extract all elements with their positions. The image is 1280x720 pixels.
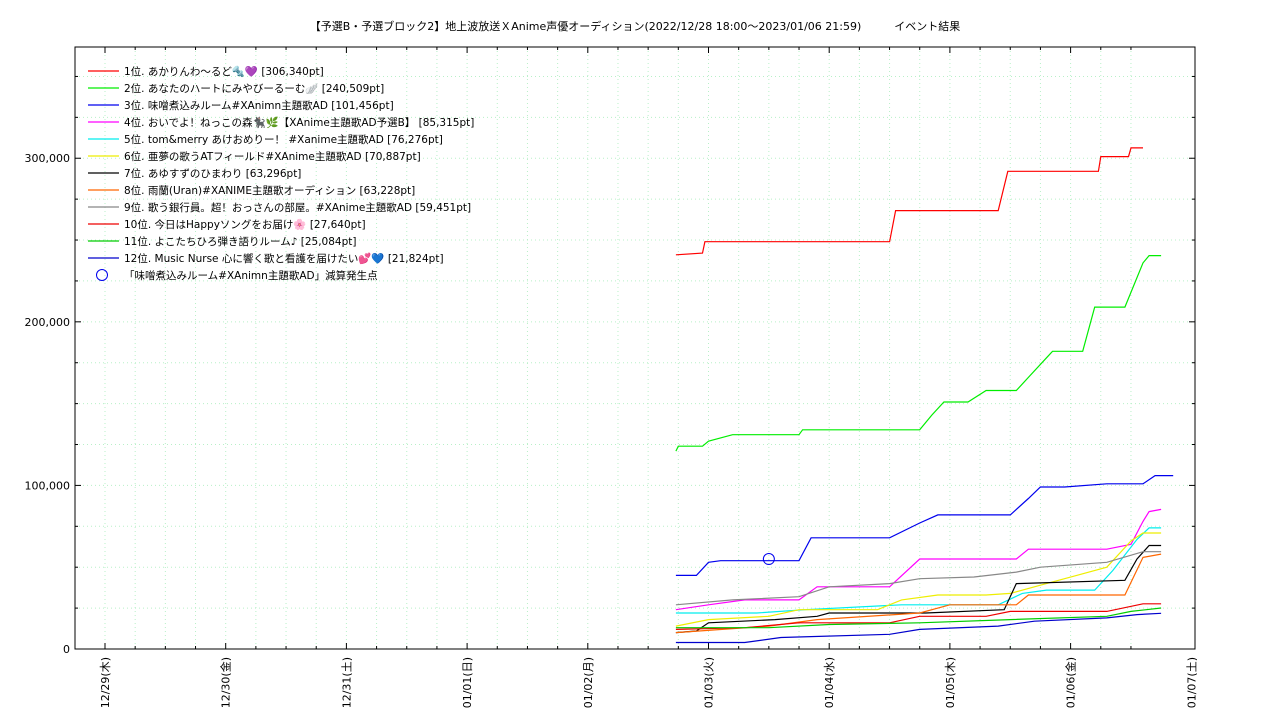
legend-label: 7位. あゆすずのひまわり [63,296pt] [124, 167, 301, 180]
series-line-10 [675, 603, 1162, 630]
x-tick-label: 01/07(土) [1185, 657, 1198, 708]
x-tick-label: 01/01(日) [461, 657, 474, 708]
series-line-1 [675, 147, 1143, 256]
x-tick-label: 12/31(土) [340, 657, 353, 708]
series-layer [675, 147, 1174, 644]
y-tick-label: 200,000 [25, 316, 71, 329]
legend-label: 2位. あなたのハートにみやびーるーむ🪽 [240,509pt] [124, 82, 384, 95]
marker-layer [762, 553, 775, 566]
legend-label: 3位. 味噌煮込みルーム#XAnimn主題歌AD [101,456pt] [124, 99, 394, 112]
plot-frame [74, 46, 1196, 650]
legend-label: 6位. 亜夢の歌うATフィールド#XAnime主題歌AD [70,887pt] [124, 150, 421, 163]
legend-label: 12位. Music Nurse 心に響く歌と看護を届けたい💕💙 [21,824… [124, 252, 444, 265]
y-tick-label: 100,000 [25, 479, 71, 492]
x-tick-label: 01/04(水) [823, 657, 836, 708]
legend-label: 9位. 歌う銀行員。超！おっさんの部屋。#XAnime主題歌AD [59,451… [124, 201, 471, 214]
legend-label: 1位. あかりんわ〜るど🔩💜 [306,340pt] [124, 65, 324, 78]
series-line-2 [675, 255, 1162, 452]
y-tick-label: 300,000 [25, 152, 71, 165]
y-tick-label: 0 [63, 643, 70, 656]
x-tick-label: 01/06(金) [1064, 657, 1078, 708]
series-line-9 [675, 551, 1162, 606]
legend-marker-label: 「味噌煮込みルーム#XAnimn主題歌AD」減算発生点 [124, 269, 378, 282]
series-line-7 [675, 544, 1162, 634]
series-line-12 [675, 612, 1162, 644]
series-line-4 [675, 508, 1162, 611]
legend-label: 4位. おいでよ！ねっこの森🐈‍⬛🌿【XAnime主題歌AD予選B】 [85,3… [124, 116, 474, 129]
legend: 1位. あかりんわ〜るど🔩💜 [306,340pt] 2位. あなたのハートにみや… [88, 65, 474, 282]
legend-label: 11位. よこたちひろ弾き語りルーム♪ [25,084pt] [124, 235, 356, 248]
x-tick-label: 01/03(火) [703, 657, 716, 708]
series-line-3 [675, 475, 1174, 576]
decrement-marker [762, 553, 775, 566]
axes: 12/29(木) 12/30(金) 12/31(土) 01/01(日) 01/02(月)… [25, 46, 1198, 708]
x-tick-label: 01/02(月) [582, 657, 595, 708]
series-line-6 [675, 532, 1162, 627]
legend-label: 5位. tom&merry あけおめりー！ #Xanime主題歌AD [76,2… [124, 133, 443, 146]
series-line-11 [675, 607, 1162, 629]
chart-title: 【予選B・予選ブロック2】地上波放送ＸAnime声優オーディション(2022/1… [310, 19, 961, 33]
legend-label: 8位. 雨蘭(Uran)#XANIME主題歌オーディション [63,228pt] [124, 184, 415, 197]
legend-marker-swatch [96, 269, 108, 281]
x-tick-label: 01/05(木) [944, 657, 957, 708]
x-tick-label: 12/29(木) [99, 657, 112, 708]
x-tick-label: 12/30(金) [219, 657, 233, 708]
legend-label: 10位. 今日はHappyソングをお届け🌸 [27,640pt] [124, 218, 366, 231]
